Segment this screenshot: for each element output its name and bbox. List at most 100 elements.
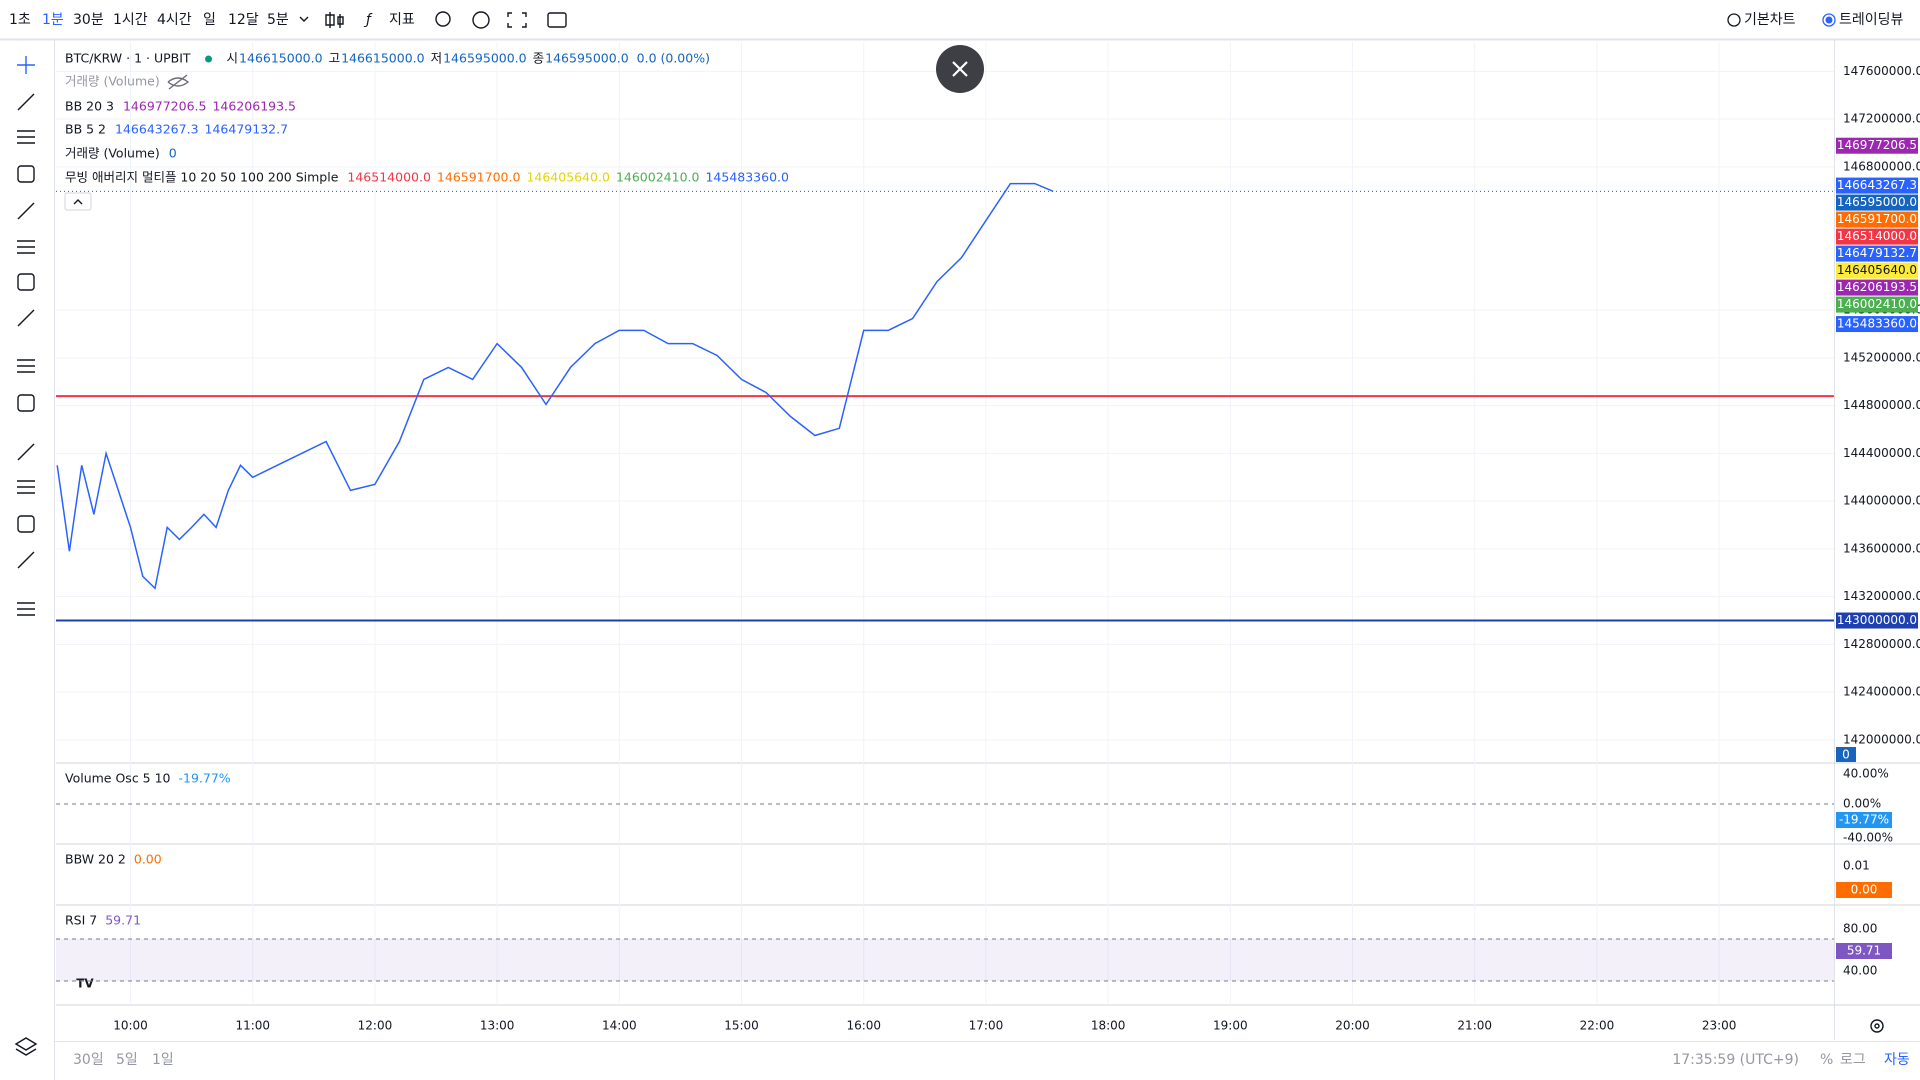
tool-icon[interactable] — [17, 56, 35, 74]
tool-icon[interactable] — [17, 443, 35, 461]
price-label-box — [1836, 245, 1918, 262]
chart-mode-label[interactable]: 트레이딩뷰 — [1839, 12, 1904, 28]
bb-value: 146206193.5 — [212, 99, 296, 114]
pane-value: 59.71 — [105, 913, 141, 928]
alert-button[interactable] — [435, 11, 451, 27]
x-tick-label: 22:00 — [1580, 1019, 1615, 1033]
price-label: 146514000.0 — [1837, 229, 1917, 243]
price-label-box — [1836, 279, 1918, 296]
svg-text:TV: TV — [76, 977, 94, 991]
pane-tick-label: 0.01 — [1843, 859, 1870, 873]
tool-icon[interactable] — [17, 273, 35, 291]
change: 0.0 (0.00%) — [637, 51, 710, 66]
ohlc-label: 종 — [533, 51, 545, 66]
bb-value: 146479132.7 — [205, 122, 289, 137]
grid — [56, 42, 1834, 1005]
price-label-box — [1836, 316, 1918, 333]
layers-icon[interactable] — [14, 1037, 38, 1056]
pane-value-label: -19.77% — [1839, 813, 1889, 827]
interval-button[interactable]: 4시간 — [157, 12, 192, 28]
y-tick-label: 142400000.0 — [1843, 685, 1920, 699]
tool-icon[interactable] — [17, 165, 35, 183]
price-label: 146206193.5 — [1837, 280, 1917, 294]
time-range-button[interactable]: 30일 — [73, 1052, 104, 1068]
price-label: 146405640.0 — [1837, 263, 1917, 277]
x-tick-label: 19:00 — [1213, 1019, 1248, 1033]
bb-value: 146643267.3 — [115, 122, 199, 137]
interval-button[interactable]: 1시간 — [113, 12, 148, 28]
x-tick-label: 23:00 — [1702, 1019, 1737, 1033]
tool-icon[interactable] — [17, 551, 35, 569]
interval-button[interactable]: 1초 — [9, 12, 31, 28]
ohlc-label: 시 — [227, 51, 239, 66]
price-label: 146595000.0 — [1837, 195, 1917, 209]
price-label-box — [1836, 228, 1918, 245]
ma-label: 무빙 애버리지 멀티플 10 20 50 100 200 Simple — [65, 170, 339, 185]
x-tick-label: 20:00 — [1335, 1019, 1370, 1033]
price-label-box — [1836, 194, 1918, 211]
interval-button[interactable]: 5분 — [267, 12, 289, 28]
bb-label: BB 5 2 — [65, 122, 106, 137]
tool-icon[interactable] — [17, 480, 35, 494]
price-label: 146643267.3 — [1837, 178, 1917, 192]
ma-value: 146514000.0 — [347, 170, 431, 185]
x-tick-label: 17:00 — [969, 1019, 1004, 1033]
pane-value-label: 0.00 — [1851, 883, 1878, 897]
y-tick-label: 147600000.0 — [1843, 64, 1920, 78]
pane-title: Volume Osc 5 10 — [65, 771, 171, 786]
y-tick-label: 144000000.0 — [1843, 494, 1920, 508]
x-tick-label: 15:00 — [724, 1019, 759, 1033]
volume-label: 0 — [1842, 748, 1850, 762]
price-label-box — [1836, 177, 1918, 194]
fullscreen-button[interactable] — [507, 12, 527, 28]
time-axis-settings[interactable] — [1870, 1019, 1884, 1033]
collapse-legend[interactable] — [64, 192, 92, 211]
tool-icon[interactable] — [17, 93, 35, 111]
tool-icon[interactable] — [17, 240, 35, 254]
ma-value: 146405640.0 — [526, 170, 610, 185]
time-range-button[interactable]: 5일 — [116, 1052, 138, 1068]
screenshot-button[interactable] — [547, 12, 567, 28]
radio[interactable] — [1822, 13, 1836, 27]
percent-button[interactable]: % — [1820, 1052, 1833, 1068]
ma-value: 145483360.0 — [705, 170, 789, 185]
status-dot — [205, 55, 213, 63]
ohlc-label: 저 — [431, 51, 443, 66]
x-tick-label: 10:00 — [113, 1019, 148, 1033]
fx-icon[interactable]: ƒ — [363, 12, 373, 28]
x-tick-label: 11:00 — [235, 1019, 270, 1033]
interval-button[interactable]: 12달 — [228, 12, 259, 28]
eye-off-icon[interactable] — [167, 74, 190, 90]
chart-mode-label[interactable]: 기본차트 — [1744, 12, 1796, 28]
pane-tick-label: 40.00 — [1843, 964, 1877, 978]
radio[interactable] — [1727, 13, 1741, 27]
y-tick-label: 145200000.0 — [1843, 350, 1920, 364]
x-tick-label: 14:00 — [602, 1019, 637, 1033]
pane-value-box — [1836, 943, 1892, 959]
tool-icon[interactable] — [17, 359, 35, 373]
log-button[interactable]: 로그 — [1840, 1052, 1866, 1068]
indicators-button[interactable]: 지표 — [389, 12, 415, 28]
interval-button[interactable]: 1분 — [42, 12, 64, 28]
price-label-box — [1836, 612, 1918, 629]
ohlc-value: 146615000.0 — [341, 51, 425, 66]
time-range-button[interactable]: 1일 — [152, 1052, 174, 1068]
chart-type-button[interactable] — [325, 12, 344, 28]
tool-icon[interactable] — [17, 602, 35, 616]
tool-icon[interactable] — [17, 130, 35, 144]
price-label: 146479132.7 — [1837, 246, 1917, 260]
pane-tick-label: 0.00% — [1843, 797, 1881, 811]
settings-button[interactable] — [472, 11, 490, 29]
tool-icon[interactable] — [17, 515, 35, 533]
close-button[interactable] — [936, 45, 984, 93]
tool-icon[interactable] — [17, 202, 35, 220]
interval-button[interactable]: 일 — [203, 12, 216, 28]
tool-icon[interactable] — [17, 394, 35, 412]
interval-button[interactable]: 30분 — [73, 12, 104, 28]
pane-title: BBW 20 2 — [65, 852, 126, 867]
auto-button[interactable]: 자동 — [1884, 1052, 1910, 1068]
tool-icon[interactable] — [17, 309, 35, 327]
interval-dropdown[interactable] — [299, 16, 309, 22]
pane-value: -19.77% — [179, 771, 231, 786]
price-label-box — [1836, 137, 1918, 154]
